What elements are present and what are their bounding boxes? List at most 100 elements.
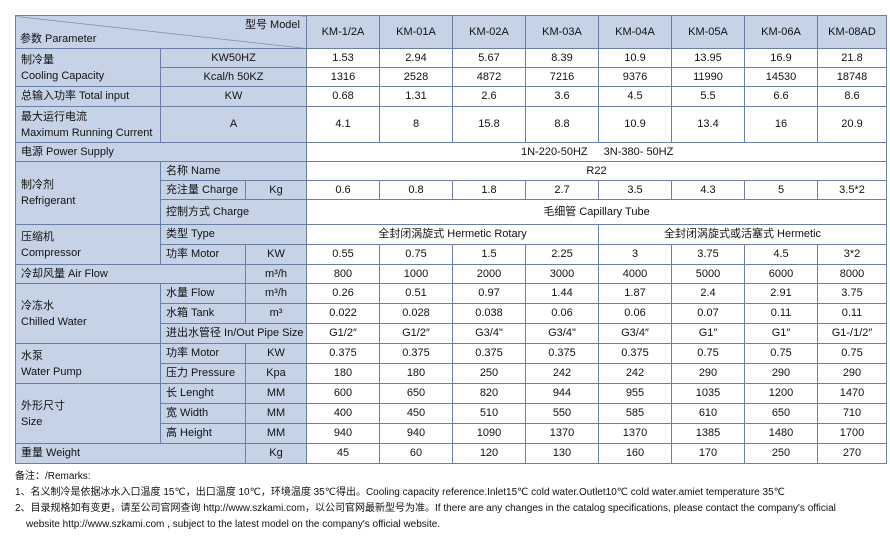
total-input-value: 8.6	[817, 86, 887, 107]
model-header: KM-04A	[598, 15, 672, 49]
chilled-pipe-value: G3/4"	[525, 323, 599, 344]
total-input-value: 3.6	[525, 86, 599, 107]
size-length-label: 长 Lenght	[160, 383, 246, 404]
compressor-type-label: 类型 Type	[160, 224, 307, 245]
pump-motor-value: 0.75	[744, 343, 818, 364]
refrigerant-charge-unit: Kg	[245, 180, 307, 200]
power-supply-label: 电源 Power Supply	[15, 142, 307, 162]
air-flow-value: 6000	[744, 264, 818, 284]
model-header: KM-08AD	[817, 15, 887, 49]
size-width-value: 400	[306, 403, 380, 424]
size-length-row: 外形尺寸 Size 长 Lenght MM 600 650 820 944 955…	[15, 383, 887, 444]
chilled-tank-unit: m³	[245, 303, 307, 324]
max-current-value: 16	[744, 106, 818, 143]
total-input-label: 总输入功率 Total input	[15, 86, 161, 107]
size-label: 外形尺寸 Size	[15, 383, 161, 444]
max-current-row: 最大运行电流 Maximum Running Current A 4.1 8 15…	[15, 106, 887, 143]
size-length-unit: MM	[245, 383, 307, 404]
compressor-motor-value: 2.25	[525, 244, 599, 265]
pump-motor-value: 0.375	[525, 343, 599, 364]
size-length-value: 955	[598, 383, 672, 404]
chilled-flow-label: 水量 Flow	[160, 283, 246, 304]
max-current-value: 10.9	[598, 106, 672, 143]
weight-value: 160	[598, 443, 672, 464]
pump-pressure-unit: Kpa	[245, 363, 307, 384]
model-header: KM-01A	[379, 15, 453, 49]
model-header: KM-05A	[671, 15, 745, 49]
air-flow-row: 冷却风量 Air Flow m³/h 800 1000 2000 3000 40…	[15, 264, 887, 284]
refrigerant-charge-label: 充注量 Charge	[160, 180, 246, 200]
remark-line-2: 2、目录规格如有变更，请至公司官网查询 http://www.szkami.co…	[15, 503, 836, 514]
cooling-kw-value: 10.9	[598, 48, 672, 68]
remarks-section: 备注：/Remarks: 1、名义制冷是依据冰水入口温度 15℃，出口温度 10…	[15, 469, 875, 533]
chilled-flow-value: 0.51	[379, 283, 453, 304]
remark-line-3: website http://www.szkami.com , subject …	[26, 519, 441, 530]
max-current-value: 4.1	[306, 106, 380, 143]
cooling-kw-value: 8.39	[525, 48, 599, 68]
size-width-value: 710	[817, 403, 887, 424]
air-flow-value: 4000	[598, 264, 672, 284]
refrigerant-charge-value: 5	[744, 180, 818, 200]
size-width-value: 585	[598, 403, 672, 424]
size-height-value: 940	[306, 423, 380, 444]
chilled-tank-value: 0.11	[817, 303, 887, 324]
model-header: KM-03A	[525, 15, 599, 49]
air-flow-unit: m³/h	[245, 264, 307, 284]
refrigerant-charge-value: 3.5*2	[817, 180, 887, 200]
model-label: 型号 Model	[244, 19, 300, 31]
chilled-flow-value: 0.97	[452, 283, 526, 304]
air-flow-label: 冷却风量 Air Flow	[15, 264, 246, 284]
size-height-value: 1385	[671, 423, 745, 444]
pump-pressure-label: 压力 Pressure	[160, 363, 246, 384]
cooling-kcal-unit: Kcal/h 50KZ	[160, 67, 307, 87]
cooling-kw-value: 13.95	[671, 48, 745, 68]
size-width-value: 510	[452, 403, 526, 424]
chilled-tank-value: 0.022	[306, 303, 380, 324]
chilled-pipe-label: 进出水管径 In/Out Pipe Size	[160, 323, 307, 344]
size-width-value: 450	[379, 403, 453, 424]
weight-label: 重量 Weight	[15, 443, 246, 464]
chilled-pipe-row: 进出水管径 In/Out Pipe Size G1/2″ G1/2″ G3/4"…	[16, 323, 887, 344]
size-height-label: 高 Height	[160, 423, 246, 444]
compressor-motor-row: 功率 Motor KW 0.55 0.75 1.5 2.25 3 3.75 4.…	[16, 244, 887, 265]
total-input-value: 5.5	[671, 86, 745, 107]
cooling-kcal-value: 2528	[379, 67, 453, 87]
chilled-flow-value: 1.87	[598, 283, 672, 304]
compressor-motor-value: 0.55	[306, 244, 380, 265]
size-length-value: 944	[525, 383, 599, 404]
air-flow-value: 8000	[817, 264, 887, 284]
power-supply-row: 电源 Power Supply 1N-220-50HZ 3N-380- 50HZ	[15, 142, 887, 162]
weight-value: 60	[379, 443, 453, 464]
max-current-label: 最大运行电流 Maximum Running Current	[15, 106, 161, 143]
size-width-value: 610	[671, 403, 745, 424]
weight-value: 45	[306, 443, 380, 464]
total-input-value: 6.6	[744, 86, 818, 107]
chilled-flow-unit: m³/h	[245, 283, 307, 304]
refrigerant-name-label: 名称 Name	[160, 161, 307, 181]
size-width-unit: MM	[245, 403, 307, 424]
chilled-flow-value: 2.4	[671, 283, 745, 304]
refrigerant-charge-value: 4.3	[671, 180, 745, 200]
refrigerant-control-row: 控制方式 Charge 毛细管 Capillary Tube	[16, 199, 887, 225]
cooling-kcal-value: 18748	[817, 67, 887, 87]
cooling-kcal-value: 9376	[598, 67, 672, 87]
max-current-unit: A	[160, 106, 307, 143]
model-header: KM-02A	[452, 15, 526, 49]
chilled-pipe-value: G1-/1/2″	[817, 323, 887, 344]
chilled-tank-value: 0.038	[452, 303, 526, 324]
chilled-tank-value: 0.07	[671, 303, 745, 324]
cooling-kw-value: 21.8	[817, 48, 887, 68]
size-length-value: 1035	[671, 383, 745, 404]
chilled-flow-row: 冷冻水 Chilled Water 水量 Flow m³/h 0.26 0.51 …	[15, 283, 887, 344]
size-height-value: 1090	[452, 423, 526, 444]
chilled-pipe-value: G1″	[671, 323, 745, 344]
cooling-kcal-value: 1316	[306, 67, 380, 87]
total-input-row: 总输入功率 Total input KW 0.68 1.31 2.6 3.6 4…	[15, 86, 887, 107]
refrigerant-label: 制冷剂 Refrigerant	[15, 161, 161, 225]
chilled-tank-value: 0.06	[525, 303, 599, 324]
compressor-motor-value: 3	[598, 244, 672, 265]
pump-pressure-value: 180	[379, 363, 453, 384]
chilled-pipe-value: G1/2″	[379, 323, 453, 344]
refrigerant-charge-row: 充注量 Charge Kg 0.6 0.8 1.8 2.7 3.5 4.3 5 …	[16, 180, 887, 200]
